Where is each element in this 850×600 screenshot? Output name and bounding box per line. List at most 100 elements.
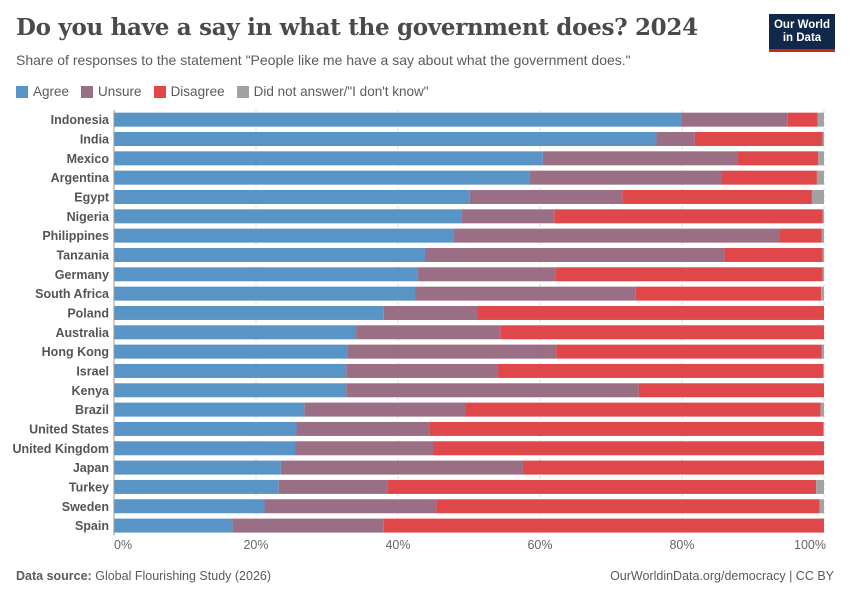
legend-item-no-answer[interactable]: Did not answer/"I don't know"	[236, 84, 429, 99]
bar-segment-disagree	[779, 228, 822, 243]
bar-segment-unsure	[469, 189, 623, 204]
bar-segment-did	[822, 267, 824, 282]
bar-segment-agree	[114, 151, 543, 166]
category-label: Nigeria	[67, 210, 110, 224]
credit-link[interactable]: OurWorldinData.org/democracy | CC BY	[610, 569, 834, 583]
bar-segment-disagree	[622, 189, 812, 204]
legend-label: Agree	[33, 84, 70, 99]
category-label: Kenya	[71, 384, 110, 398]
bar-segment-agree	[114, 383, 347, 398]
logo-text: Our World in Data	[773, 19, 830, 44]
bar-segment-unsure	[656, 131, 695, 146]
category-label: Germany	[55, 268, 109, 282]
bar-segment-unsure	[296, 421, 430, 436]
category-label: United States	[29, 422, 109, 436]
legend-swatch	[81, 85, 94, 98]
bar-segment-unsure	[529, 170, 722, 185]
legend-item-unsure[interactable]: Unsure	[81, 84, 142, 99]
legend: Agree Unsure Disagree Did not answer/"I …	[16, 84, 429, 99]
owid-logo[interactable]: Our World in Data	[769, 14, 835, 52]
bar-segment-unsure	[415, 286, 636, 301]
category-label: Israel	[76, 364, 109, 378]
category-label: Egypt	[74, 190, 110, 204]
bar-segment-did	[816, 479, 824, 494]
bar-segment-disagree	[477, 305, 824, 320]
bar-segment-unsure	[280, 460, 523, 475]
x-tick-label: 60%	[527, 538, 552, 552]
category-label: Brazil	[75, 403, 109, 417]
bar-segment-unsure	[417, 267, 556, 282]
bar-segment-did	[821, 286, 824, 301]
category-label: Tanzania	[56, 248, 110, 262]
bar-segment-agree	[114, 325, 357, 340]
bar-segment-unsure	[461, 209, 555, 224]
source-label: Data source:	[16, 569, 92, 583]
legend-item-disagree[interactable]: Disagree	[153, 84, 225, 99]
bar-segment-agree	[114, 344, 348, 359]
bar-segment-disagree	[724, 247, 823, 262]
category-label: Poland	[67, 306, 109, 320]
bar-segment-unsure	[278, 479, 388, 494]
category-label: Philippines	[42, 229, 109, 243]
bar-segment-unsure	[264, 499, 437, 514]
bar-segment-agree	[114, 247, 425, 262]
category-label: Australia	[56, 326, 111, 340]
bar-segment-did	[821, 228, 824, 243]
category-label: Turkey	[69, 480, 109, 494]
bar-segment-unsure	[232, 518, 384, 533]
bar-segment-unsure	[682, 112, 788, 127]
category-label: Spain	[75, 519, 109, 533]
bar-segment-agree	[114, 131, 657, 146]
bar-segment-agree	[114, 460, 281, 475]
bar-segment-unsure	[542, 151, 738, 166]
bar-segment-agree	[114, 305, 384, 320]
bar-segment-did	[817, 112, 824, 127]
bar-segment-did	[820, 402, 824, 417]
category-label: Mexico	[67, 152, 110, 166]
bar-segment-disagree	[433, 441, 824, 456]
legend-label: Unsure	[98, 84, 142, 99]
legend-swatch	[153, 85, 166, 98]
category-label: Hong Kong	[42, 345, 109, 359]
category-label: United Kingdom	[12, 442, 109, 456]
legend-swatch	[16, 85, 28, 98]
bar-segment-agree	[114, 209, 462, 224]
category-label: South Africa	[35, 287, 110, 301]
bar-segment-did	[822, 209, 824, 224]
legend-label: Did not answer/"I don't know"	[253, 84, 429, 99]
bar-segment-disagree	[694, 131, 823, 146]
bar-segment-agree	[114, 441, 296, 456]
bar-segment-disagree	[555, 267, 823, 282]
bar-segment-disagree	[522, 460, 824, 475]
category-label: Japan	[73, 461, 109, 475]
bar-segment-did	[822, 131, 824, 146]
chart-subtitle: Share of responses to the statement "Peo…	[16, 52, 631, 68]
x-tick-label: 0%	[114, 538, 132, 552]
bar-segment-unsure	[304, 402, 466, 417]
bar-segment-did	[819, 499, 824, 514]
bar-segment-agree	[114, 267, 418, 282]
x-tick-label: 80%	[669, 538, 694, 552]
bar-segment-unsure	[424, 247, 725, 262]
bar-segment-disagree	[554, 209, 823, 224]
bar-segment-did	[822, 247, 824, 262]
bar-segment-unsure	[346, 383, 639, 398]
bar-segment-disagree	[387, 479, 817, 494]
bar-segment-disagree	[556, 344, 822, 359]
x-tick-label: 20%	[243, 538, 268, 552]
legend-item-agree[interactable]: Agree	[16, 84, 69, 99]
source-link[interactable]: Global Flourishing Study (2026)	[95, 569, 272, 583]
bar-segment-agree	[114, 189, 470, 204]
bar-segment-disagree	[383, 518, 824, 533]
bar-segment-agree	[114, 363, 347, 378]
bar-segment-agree	[114, 402, 305, 417]
bar-segment-disagree	[436, 499, 820, 514]
bar-segment-unsure	[347, 344, 557, 359]
bar-segment-unsure	[295, 441, 434, 456]
legend-swatch	[236, 85, 249, 98]
bar-segment-disagree	[787, 112, 818, 127]
bar-segment-disagree	[635, 286, 822, 301]
bar-segment-agree	[114, 228, 454, 243]
data-source: Data source: Global Flourishing Study (2…	[16, 569, 271, 583]
